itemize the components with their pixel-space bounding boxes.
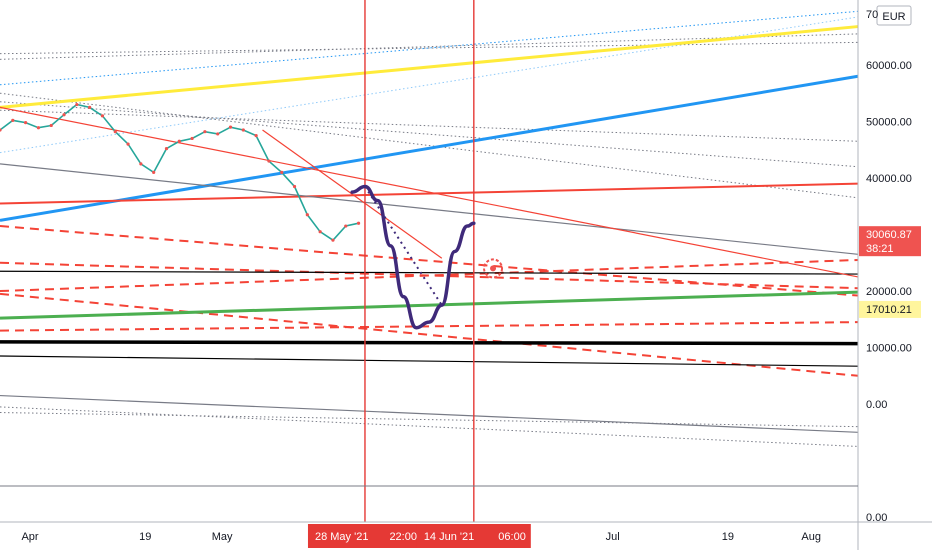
y-tick-label: 0.00 <box>866 399 887 411</box>
date-marker-badge <box>416 524 531 548</box>
price-point <box>216 132 220 136</box>
price-point <box>126 142 130 146</box>
y-tick-label: 10000.00 <box>866 343 912 355</box>
bar-countdown: 38:21 <box>866 243 894 255</box>
solid-trendline-4[interactable] <box>0 182 859 205</box>
solid-trendline-8[interactable] <box>262 129 443 259</box>
price-point <box>228 125 233 129</box>
price-point <box>113 130 117 134</box>
solid-trendline-10[interactable] <box>0 394 859 433</box>
price-point <box>100 114 105 118</box>
price-point <box>305 213 309 217</box>
price-point <box>203 130 207 134</box>
dotted-trendline-3[interactable] <box>0 41 859 55</box>
dotted-trendline-6[interactable] <box>0 92 859 199</box>
y-tick-label: 20000.00 <box>866 286 912 298</box>
price-point <box>331 238 335 242</box>
date-marker-badge <box>307 524 422 548</box>
solid-trendline-3[interactable] <box>0 340 859 346</box>
price-point <box>152 170 156 174</box>
price-point <box>241 128 245 132</box>
y-tick-label: 50000.00 <box>866 117 912 129</box>
last-price-badge <box>859 226 921 257</box>
vertical-markers-layer[interactable] <box>364 0 475 522</box>
x-tick-label: Jul <box>606 531 620 543</box>
price-point <box>280 170 284 174</box>
price-point <box>164 147 169 151</box>
solid-trendline-0[interactable] <box>0 74 859 222</box>
dashed-trendline-4[interactable] <box>0 292 859 377</box>
dotted-trendline-7[interactable] <box>0 412 859 428</box>
dotted-trendline-8[interactable] <box>0 406 859 447</box>
dotted-trendline-1[interactable] <box>0 16 859 154</box>
y-tick-label-top: 70 <box>866 9 878 21</box>
dotted-trendline-4[interactable] <box>0 109 859 142</box>
price-point <box>0 128 2 132</box>
y-tick-label: 40000.00 <box>866 173 912 185</box>
price-point <box>139 162 143 166</box>
x-tick-label: May <box>212 531 233 543</box>
price-point <box>75 102 79 107</box>
target-marker-center <box>490 265 497 272</box>
price-point <box>36 126 41 130</box>
price-point <box>356 221 361 225</box>
x-tick-label: Aug <box>801 531 821 543</box>
dashed-trendline-2[interactable] <box>0 321 859 332</box>
price-point <box>267 159 271 163</box>
dashed-trendline-3[interactable] <box>0 261 859 290</box>
price-badges: 30060.87 38:21 17010.21 <box>859 226 921 318</box>
price-point <box>344 224 348 228</box>
price-point <box>11 118 15 122</box>
dotted-trendline-5[interactable] <box>0 101 859 168</box>
projection-layer[interactable] <box>350 184 504 330</box>
currency-label: EUR <box>882 11 905 23</box>
level-price-value: 17010.21 <box>866 304 912 316</box>
price-point <box>190 136 194 141</box>
solid-trendline-5[interactable] <box>0 270 859 275</box>
price-point <box>88 105 92 109</box>
price-point <box>177 139 181 143</box>
last-price-value: 30060.87 <box>866 229 912 241</box>
price-point <box>62 113 66 117</box>
price-point <box>292 184 297 189</box>
drawing-tools-layer[interactable] <box>0 10 859 447</box>
price-point <box>254 134 258 138</box>
date-marker-time: 22:00 <box>389 531 417 543</box>
projection-path[interactable] <box>350 184 476 330</box>
x-tick-label: 19 <box>139 531 151 543</box>
date-marker-time: 06:00 <box>498 531 526 543</box>
date-marker-label: 14 Jun '21 <box>424 531 474 543</box>
price-point <box>24 121 28 125</box>
y-tick-label-bottom: 0.00 <box>866 512 887 524</box>
solid-trendline-9[interactable] <box>0 355 859 367</box>
y-tick-label: 60000.00 <box>866 60 912 72</box>
solid-trendline-7[interactable] <box>0 106 859 278</box>
solid-trendline-6[interactable] <box>0 163 859 255</box>
price-point <box>49 123 53 128</box>
dotted-trendline-2[interactable] <box>0 33 859 60</box>
level-price-badge <box>859 300 921 318</box>
target-marker[interactable] <box>483 258 504 279</box>
price-series-layer <box>0 102 361 242</box>
x-tick-label: Apr <box>21 531 38 543</box>
x-tick-label: 19 <box>722 531 734 543</box>
dashed-trendline-0[interactable] <box>0 225 859 297</box>
dashed-trendline-1[interactable] <box>0 258 859 293</box>
date-marker-label: 28 May '21 <box>315 531 368 543</box>
currency-selector[interactable]: EUR <box>876 5 912 26</box>
solid-trendline-2[interactable] <box>0 290 859 320</box>
price-point <box>318 230 322 234</box>
solid-trendline-1[interactable] <box>0 25 859 109</box>
